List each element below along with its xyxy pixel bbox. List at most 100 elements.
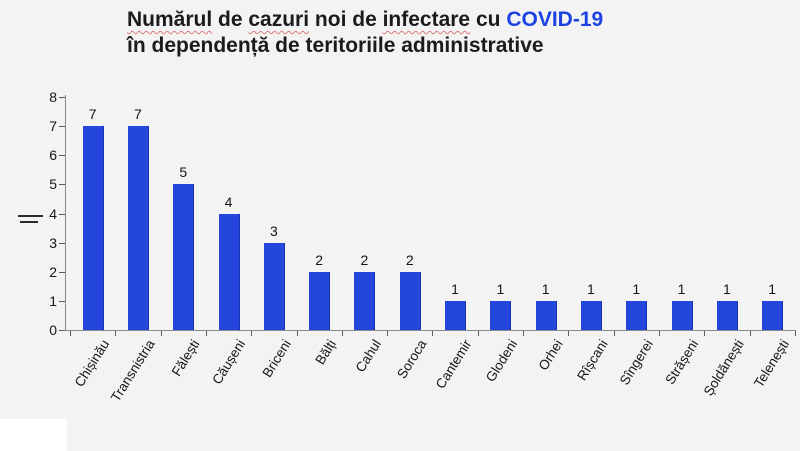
corner-box (0, 419, 67, 451)
y-axis-title-mark-top-dash (18, 215, 43, 217)
y-tick (59, 213, 65, 215)
y-axis-title-mark (18, 215, 44, 225)
x-category-label: Fălești (169, 337, 203, 379)
bar-value-label: 1 (677, 280, 686, 297)
y-tick-label: 6 (49, 147, 57, 164)
bar (309, 271, 331, 330)
chart-title: Numărul de cazuri noi de infectare cu CO… (127, 7, 603, 59)
x-tick (523, 331, 524, 336)
bar-value-label: 2 (315, 251, 324, 268)
y-tick-label: 1 (49, 292, 57, 309)
title-segment-3: noi de (309, 8, 383, 31)
x-tick (658, 331, 660, 336)
bar (535, 300, 557, 330)
bar (671, 300, 693, 330)
chart-title-line2: în dependență de teritoriile administrat… (127, 34, 544, 57)
y-tick-label: 5 (49, 176, 57, 193)
x-tick (296, 331, 298, 336)
bar (354, 271, 376, 330)
x-tick (70, 331, 71, 336)
y-tick (59, 271, 65, 273)
bar (626, 300, 648, 330)
bar-value-label: 3 (269, 222, 278, 239)
title-segment-2: cazuri (248, 8, 310, 31)
bar (127, 126, 149, 330)
x-category-label: Orhei (535, 337, 566, 373)
x-tick (251, 331, 253, 336)
y-tick-label: 7 (49, 118, 57, 135)
x-category-label: Șoldănești (700, 337, 747, 399)
title-segment-5: cu (470, 8, 507, 31)
bar (263, 242, 285, 330)
y-tick (59, 155, 65, 157)
bar-value-label: 7 (134, 106, 142, 123)
bar-value-label: 1 (541, 280, 550, 297)
x-category-label: Strășeni (662, 337, 702, 387)
x-category-label: Transnistria (107, 337, 158, 405)
bar-value-label: 2 (360, 251, 369, 268)
x-tick (749, 331, 751, 336)
y-tick (59, 300, 65, 302)
x-tick (477, 331, 479, 336)
x-category-label: Glodeni (482, 337, 521, 385)
title-segment-0: Numărul (127, 8, 213, 31)
x-axis-line (65, 330, 796, 331)
title-segment-6: COVID-19 (506, 8, 604, 31)
y-axis-title-mark-bottom-dash (20, 221, 38, 223)
bar (399, 271, 421, 330)
bar (580, 300, 602, 330)
x-tick (387, 331, 389, 336)
x-category-label: Chișinău (71, 337, 113, 390)
chart-title-line1: Numărul de cazuri noi de infectare cu CO… (127, 7, 603, 33)
bar (716, 300, 738, 330)
bar-value-label: 1 (587, 280, 595, 297)
y-tick (59, 97, 65, 98)
bar-value-label: 1 (632, 280, 641, 297)
x-category-label: Sîngerei (616, 337, 656, 388)
x-category-label: Cantemir (433, 337, 475, 392)
y-tick (59, 242, 65, 244)
bar-value-label: 7 (88, 106, 97, 123)
y-axis-line (65, 95, 66, 331)
y-tick-label: 3 (49, 234, 57, 251)
x-tick (613, 331, 615, 336)
x-category-label: Telenești (750, 337, 792, 391)
bar (490, 300, 512, 330)
bar-value-label: 1 (496, 280, 505, 297)
title-segment-4: infectare (382, 8, 471, 31)
x-tick (205, 331, 207, 336)
title-segment-1: de (212, 8, 249, 31)
bar (762, 300, 784, 330)
x-tick (432, 331, 434, 336)
x-category-label: Briceni (258, 337, 294, 380)
x-category-label: Căușeni (209, 337, 249, 387)
x-category-label: Cahul (352, 337, 385, 375)
x-tick (160, 331, 162, 336)
y-tick-label: 2 (49, 263, 57, 280)
y-tick (59, 126, 65, 128)
x-tick (794, 331, 796, 336)
x-tick (115, 331, 117, 336)
y-tick-label: 8 (49, 89, 57, 105)
x-category-label: Bălți (312, 337, 339, 368)
bar (82, 126, 104, 330)
bar-value-label: 1 (722, 280, 731, 297)
x-tick (341, 331, 343, 336)
bar (173, 184, 195, 330)
bar-value-label: 1 (451, 280, 459, 297)
bar (218, 213, 240, 330)
y-tick-label: 4 (49, 205, 57, 222)
bar (445, 300, 467, 330)
y-tick (59, 184, 65, 186)
y-tick-label: 0 (49, 322, 57, 338)
bar-value-label: 2 (405, 251, 414, 268)
bar-value-label: 5 (179, 164, 188, 181)
y-tick (59, 330, 65, 331)
x-category-label: Soroca (394, 337, 430, 382)
bar-value-label: 1 (768, 280, 777, 297)
x-tick (568, 331, 570, 336)
bar-value-label: 4 (224, 193, 233, 210)
x-tick (704, 331, 706, 336)
